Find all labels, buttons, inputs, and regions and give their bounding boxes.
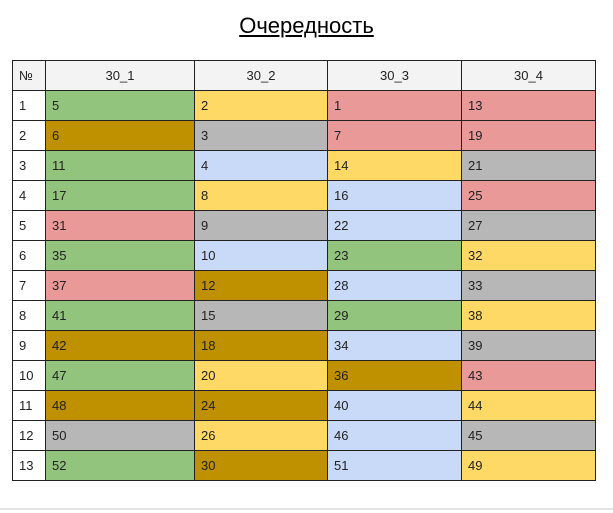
table-cell[interactable]: 51	[327, 450, 462, 481]
row-number-cell[interactable]: 4	[12, 180, 46, 211]
table-cell[interactable]: 7	[327, 120, 462, 151]
row-number-cell[interactable]: 2	[12, 120, 46, 151]
table-row: 11 48 24 40 44	[12, 390, 596, 421]
table-cell[interactable]: 49	[461, 450, 596, 481]
row-number-cell[interactable]: 9	[12, 330, 46, 361]
row-number-cell[interactable]: 6	[12, 240, 46, 271]
table-cell[interactable]: 38	[461, 300, 596, 331]
table-row: 7 37 12 28 33	[12, 270, 596, 301]
table-cell[interactable]: 16	[327, 180, 462, 211]
table-cell[interactable]: 39	[461, 330, 596, 361]
row-number-cell[interactable]: 13	[12, 450, 46, 481]
table-cell[interactable]: 19	[461, 120, 596, 151]
row-number-cell[interactable]: 3	[12, 150, 46, 181]
table-row: 10 47 20 36 43	[12, 360, 596, 391]
table-body: 1 5 2 1 13 2 6 3 7 19 3 11 4 14 21 4 17 8 16 25 5 31 9 22 27 6 35 1…	[12, 90, 596, 481]
table-cell[interactable]: 24	[194, 390, 328, 421]
row-number-cell[interactable]: 11	[12, 390, 46, 421]
table-row: 13 52 30 51 49	[12, 450, 596, 481]
table-cell[interactable]: 13	[461, 90, 596, 121]
table-cell[interactable]: 3	[194, 120, 328, 151]
table-row: 6 35 10 23 32	[12, 240, 596, 271]
table-cell[interactable]: 34	[327, 330, 462, 361]
table-cell[interactable]: 18	[194, 330, 328, 361]
row-number-cell[interactable]: 5	[12, 210, 46, 241]
table-cell[interactable]: 17	[45, 180, 195, 211]
table-cell[interactable]: 26	[194, 420, 328, 451]
page-title: Очередность	[239, 13, 374, 38]
table-cell[interactable]: 35	[45, 240, 195, 271]
table-cell[interactable]: 1	[327, 90, 462, 121]
table-cell[interactable]: 52	[45, 450, 195, 481]
table-cell[interactable]: 48	[45, 390, 195, 421]
table-cell[interactable]: 25	[461, 180, 596, 211]
table-row: 8 41 15 29 38	[12, 300, 596, 331]
row-number-cell[interactable]: 10	[12, 360, 46, 391]
table-cell[interactable]: 28	[327, 270, 462, 301]
table-cell[interactable]: 6	[45, 120, 195, 151]
table-cell[interactable]: 43	[461, 360, 596, 391]
table-row: 1 5 2 1 13	[12, 90, 596, 121]
table-row: 3 11 4 14 21	[12, 150, 596, 181]
table-cell[interactable]: 30	[194, 450, 328, 481]
table-cell[interactable]: 14	[327, 150, 462, 181]
table-cell[interactable]: 44	[461, 390, 596, 421]
table-cell[interactable]: 40	[327, 390, 462, 421]
schedule-table: № 30_1 30_2 30_3 30_4 1 5 2 1 13 2 6 3 7 19 3 11 4 14…	[12, 60, 596, 481]
table-cell[interactable]: 22	[327, 210, 462, 241]
table-cell[interactable]: 31	[45, 210, 195, 241]
header-cell-30-2[interactable]: 30_2	[194, 60, 328, 91]
table-cell[interactable]: 36	[327, 360, 462, 391]
table-cell[interactable]: 23	[327, 240, 462, 271]
table-cell[interactable]: 20	[194, 360, 328, 391]
sheet-bottom-divider	[0, 508, 613, 510]
table-cell[interactable]: 27	[461, 210, 596, 241]
table-row: 12 50 26 46 45	[12, 420, 596, 451]
table-cell[interactable]: 42	[45, 330, 195, 361]
row-number-cell[interactable]: 8	[12, 300, 46, 331]
table-cell[interactable]: 12	[194, 270, 328, 301]
table-row: 9 42 18 34 39	[12, 330, 596, 361]
table-header: № 30_1 30_2 30_3 30_4	[12, 60, 596, 91]
table-cell[interactable]: 50	[45, 420, 195, 451]
table-cell[interactable]: 46	[327, 420, 462, 451]
table-cell[interactable]: 21	[461, 150, 596, 181]
header-row: № 30_1 30_2 30_3 30_4	[12, 60, 596, 91]
row-number-cell[interactable]: 7	[12, 270, 46, 301]
table-row: 4 17 8 16 25	[12, 180, 596, 211]
table-cell[interactable]: 9	[194, 210, 328, 241]
header-cell-30-1[interactable]: 30_1	[45, 60, 195, 91]
table-cell[interactable]: 29	[327, 300, 462, 331]
header-cell-number[interactable]: №	[12, 60, 46, 91]
table-cell[interactable]: 47	[45, 360, 195, 391]
table-cell[interactable]: 4	[194, 150, 328, 181]
table-cell[interactable]: 15	[194, 300, 328, 331]
table-cell[interactable]: 37	[45, 270, 195, 301]
table-cell[interactable]: 10	[194, 240, 328, 271]
header-cell-30-4[interactable]: 30_4	[461, 60, 596, 91]
row-number-cell[interactable]: 1	[12, 90, 46, 121]
table-cell[interactable]: 8	[194, 180, 328, 211]
table-row: 2 6 3 7 19	[12, 120, 596, 151]
table-cell[interactable]: 45	[461, 420, 596, 451]
table-cell[interactable]: 2	[194, 90, 328, 121]
table-cell[interactable]: 41	[45, 300, 195, 331]
row-number-cell[interactable]: 12	[12, 420, 46, 451]
table-row: 5 31 9 22 27	[12, 210, 596, 241]
table-cell[interactable]: 11	[45, 150, 195, 181]
header-cell-30-3[interactable]: 30_3	[327, 60, 462, 91]
table-cell[interactable]: 33	[461, 270, 596, 301]
table-cell[interactable]: 5	[45, 90, 195, 121]
table-cell[interactable]: 32	[461, 240, 596, 271]
